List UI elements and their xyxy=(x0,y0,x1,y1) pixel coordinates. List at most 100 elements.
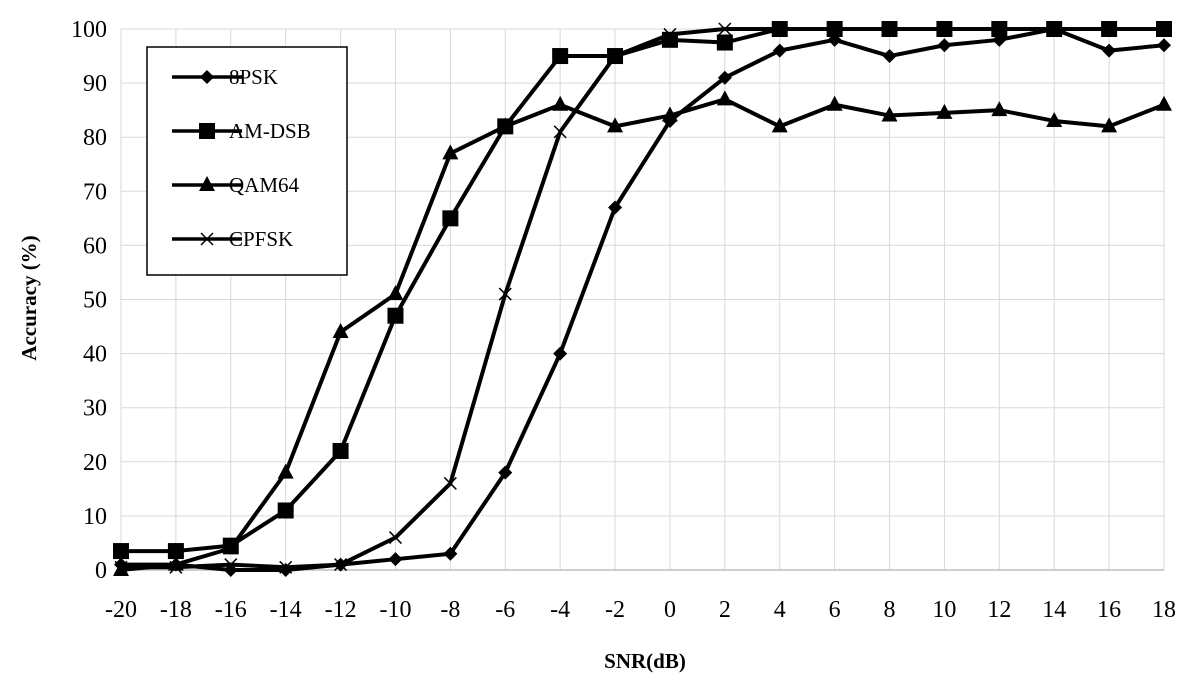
data-point-cpfsk xyxy=(553,125,567,139)
data-point-cpfsk xyxy=(279,560,293,574)
legend-item: AM-DSB xyxy=(172,119,311,143)
y-tick-label: 20 xyxy=(83,450,107,476)
data-point-am-dsb xyxy=(716,34,733,51)
y-tick-label: 80 xyxy=(83,125,107,151)
data-point-qam64 xyxy=(1046,111,1063,127)
data-point-qam64 xyxy=(826,95,843,111)
data-point-cpfsk xyxy=(992,22,1006,36)
data-point-8psk xyxy=(553,346,568,361)
legend-label: 8PSK xyxy=(229,65,278,89)
legend-label: AM-DSB xyxy=(229,119,311,143)
data-point-cpfsk xyxy=(114,560,128,574)
data-point-cpfsk xyxy=(663,27,677,41)
data-point-8psk xyxy=(882,49,897,64)
data-point-am-dsb xyxy=(277,502,294,519)
legend-marker xyxy=(199,123,215,139)
y-tick-label: 100 xyxy=(71,17,107,43)
data-point-am-dsb xyxy=(167,543,184,560)
series-group xyxy=(113,21,1172,577)
data-point-qam64 xyxy=(771,117,788,133)
data-point-am-dsb xyxy=(332,442,349,459)
x-tick-label: 12 xyxy=(987,597,1011,623)
data-point-cpfsk xyxy=(1157,22,1171,36)
data-point-cpfsk xyxy=(608,49,622,63)
data-point-qam64 xyxy=(661,106,678,122)
x-tick-label: -20 xyxy=(105,597,137,623)
data-point-cpfsk xyxy=(882,22,897,36)
legend-item: QAM64 xyxy=(172,173,300,197)
data-point-qam64 xyxy=(607,117,624,133)
y-tick-label: 30 xyxy=(83,396,107,422)
data-point-qam64 xyxy=(497,117,514,133)
x-tick-label: -6 xyxy=(495,597,515,623)
data-point-8psk xyxy=(772,43,787,58)
legend-label: QAM64 xyxy=(229,173,300,197)
data-point-qam64 xyxy=(332,322,349,338)
data-point-qam64 xyxy=(552,95,569,111)
x-tick-label: 8 xyxy=(884,597,896,623)
data-point-8psk xyxy=(717,70,732,85)
data-point-am-dsb xyxy=(113,543,129,560)
legend-item: CPFSK xyxy=(172,227,293,251)
data-point-qam64 xyxy=(716,90,733,106)
data-point-qam64 xyxy=(387,285,404,301)
x-tick-label: 4 xyxy=(774,597,786,623)
series-line-8psk xyxy=(121,27,1165,572)
x-tick-label: 18 xyxy=(1152,597,1176,623)
series-line-cpfsk xyxy=(121,27,1164,570)
x-tick-label: -16 xyxy=(215,597,247,623)
y-tick-label: 70 xyxy=(83,179,107,205)
x-tick-label: 16 xyxy=(1097,597,1121,623)
x-tick-label: -4 xyxy=(550,597,570,623)
x-tick-label: 0 xyxy=(664,597,676,623)
y-tick-label: 90 xyxy=(83,71,107,97)
x-tick-label: 14 xyxy=(1042,597,1066,623)
data-point-qam64 xyxy=(936,103,953,119)
data-point-8psk xyxy=(1102,43,1117,58)
data-point-am-dsb xyxy=(552,48,569,65)
legend: 8PSK AM-DSB QAM64 CPFSK xyxy=(146,46,348,276)
data-point-cpfsk xyxy=(388,531,403,545)
data-point-cpfsk xyxy=(443,476,457,490)
legend-box xyxy=(146,46,348,276)
data-point-qam64 xyxy=(222,539,239,555)
data-point-cpfsk xyxy=(224,558,238,572)
x-tick-label: -2 xyxy=(605,597,625,623)
data-point-qam64 xyxy=(881,106,898,122)
y-tick-label: 0 xyxy=(95,558,107,584)
legend-marker xyxy=(200,232,214,246)
data-point-cpfsk xyxy=(718,22,732,36)
y-tick-label: 10 xyxy=(83,504,107,530)
x-tick-label: -8 xyxy=(440,597,460,623)
x-tick-label: 6 xyxy=(829,597,841,623)
data-point-cpfsk xyxy=(828,22,842,36)
legend-label: CPFSK xyxy=(229,227,293,251)
data-point-qam64 xyxy=(1156,95,1172,111)
data-point-8psk xyxy=(388,552,403,567)
legend-marker xyxy=(199,176,215,191)
series-cpfsk xyxy=(114,22,1171,574)
y-axis-title: Accuracy (%) xyxy=(17,235,41,360)
legend-marker xyxy=(200,70,214,84)
data-point-cpfsk xyxy=(937,22,951,36)
series-line-qam64 xyxy=(120,97,1165,572)
y-tick-label: 50 xyxy=(83,288,107,314)
data-point-qam64 xyxy=(1101,117,1118,133)
data-point-qam64 xyxy=(991,101,1008,117)
x-tick-label: 2 xyxy=(719,597,731,623)
data-point-am-dsb xyxy=(442,210,459,227)
data-point-8psk xyxy=(937,38,952,53)
data-point-cpfsk xyxy=(1102,22,1116,36)
y-tick-label: 60 xyxy=(83,233,107,259)
x-tick-label: 10 xyxy=(932,597,956,623)
x-axis-title: SNR(dB) xyxy=(604,649,686,673)
y-tick-label: 40 xyxy=(83,342,107,368)
data-point-8psk xyxy=(443,546,458,561)
data-point-cpfsk xyxy=(1047,22,1061,36)
data-point-cpfsk xyxy=(498,287,512,301)
data-point-8psk xyxy=(498,465,513,480)
legend-item: 8PSK xyxy=(172,65,278,89)
data-point-qam64 xyxy=(277,463,294,479)
